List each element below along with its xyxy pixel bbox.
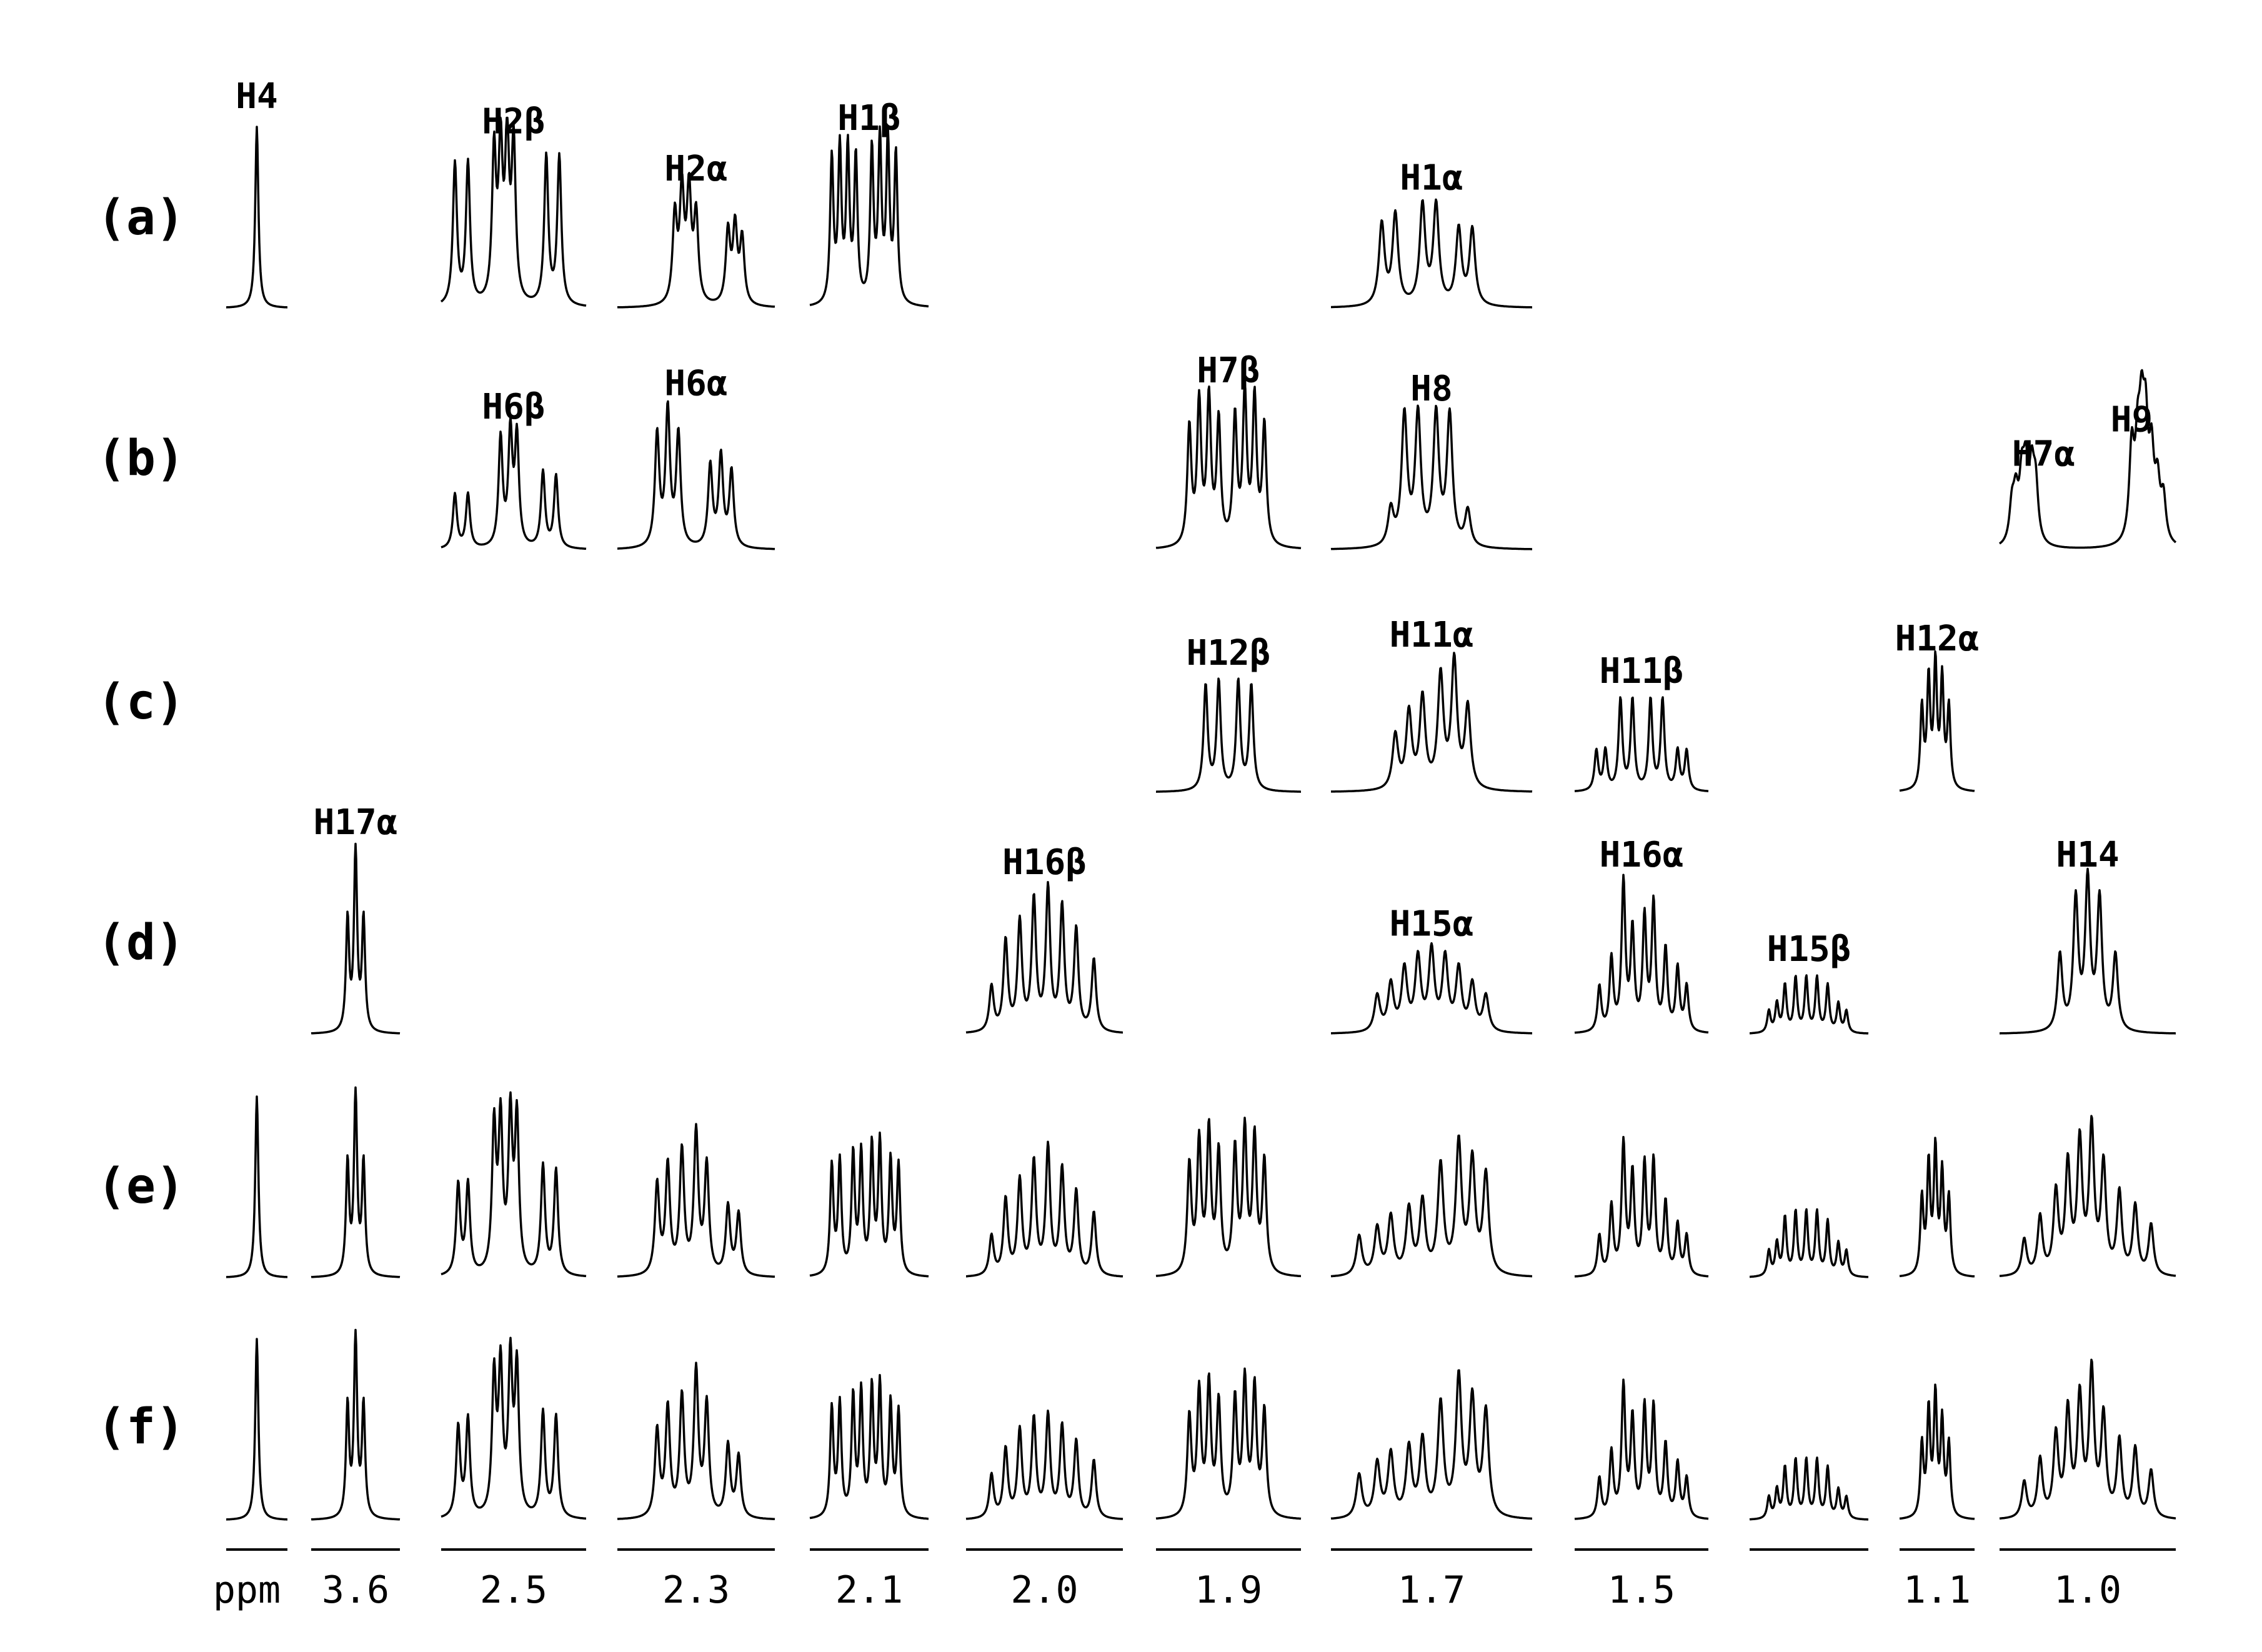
peak-label: H12β — [1187, 633, 1271, 674]
tick-label: 1.9 — [1195, 1568, 1262, 1612]
spectrum-trace — [441, 416, 587, 550]
spectrum-trace — [965, 880, 1124, 1034]
peak-label: H7β — [1197, 351, 1260, 391]
tick-label: 2.3 — [662, 1568, 730, 1612]
peak-label: H11β — [1600, 651, 1684, 692]
tick-label: 3.6 — [322, 1568, 389, 1612]
spectrum-trace — [1899, 1137, 1975, 1278]
spectrum-trace — [1330, 652, 1533, 793]
spectrum-trace — [1749, 974, 1869, 1035]
axis-label-ppm: ppm — [213, 1568, 281, 1612]
spectrum-trace — [1155, 1367, 1302, 1520]
spectrum-trace — [1899, 650, 1975, 792]
spectrum-trace — [226, 126, 288, 309]
spectrum-trace — [1899, 1383, 1975, 1520]
spectrum-trace — [226, 1338, 288, 1521]
spectrum-trace — [311, 1328, 401, 1521]
spectrum-trace — [809, 1374, 929, 1520]
spectrum-trace — [617, 1361, 775, 1521]
peak-label: H6α — [664, 364, 727, 404]
row-label: (d) — [97, 915, 185, 971]
spectrum-trace — [617, 1123, 775, 1278]
spectrum-trace — [1155, 381, 1302, 550]
peak-label: H1β — [837, 98, 900, 139]
spectrum-trace — [1574, 696, 1709, 792]
row-label: (b) — [97, 430, 185, 487]
spectrum-trace — [1155, 1117, 1302, 1278]
peak-label: H15β — [1767, 929, 1851, 970]
peak-labels: H4 H2β H2α H1β H1α H6β H6α H7β H8 H7α H9 H12β H11α H1… — [236, 76, 2153, 970]
spectrum-trace — [226, 1095, 288, 1278]
spectra — [226, 116, 2177, 1521]
tick-label: 2.5 — [480, 1568, 547, 1612]
spectrum-trace — [1749, 1208, 1869, 1278]
row-labels: (a) (b) (c) (d) (e) (f) — [97, 190, 185, 1455]
spectrum-trace — [1330, 1369, 1533, 1520]
spectrum-trace — [809, 125, 929, 308]
spectrum-trace — [1330, 404, 1533, 550]
spectrum-trace — [617, 400, 775, 550]
peak-label: H4 — [236, 76, 277, 117]
spectrum-trace — [617, 172, 775, 309]
spectrum-trace — [1999, 1358, 2176, 1520]
peak-label: H9 — [2111, 400, 2153, 440]
row-label: (f) — [97, 1399, 185, 1455]
peak-label: H17α — [314, 802, 398, 843]
spectrum-trace — [965, 1409, 1124, 1520]
tick-label: 1.5 — [1608, 1568, 1675, 1612]
spectrum-trace — [809, 1132, 929, 1278]
spectrum-trace — [1330, 942, 1533, 1035]
peak-label: H7α — [2012, 434, 2075, 475]
spectrum-trace — [1574, 1378, 1709, 1520]
peak-label: H11α — [1390, 615, 1474, 655]
spectrum-trace — [1998, 369, 2177, 549]
peak-label: H14 — [2056, 835, 2119, 875]
row-label: (c) — [97, 674, 185, 730]
spectrum-trace — [965, 1140, 1124, 1278]
tick-label: 2.0 — [1010, 1568, 1078, 1612]
tick-label: 2.1 — [835, 1568, 903, 1612]
spectrum-trace — [441, 1336, 587, 1520]
spectrum-trace — [311, 842, 401, 1035]
peak-label: H6β — [482, 387, 545, 427]
spectrum-trace — [1999, 867, 2176, 1035]
peak-label: H16α — [1600, 835, 1684, 875]
peak-label: H15α — [1390, 903, 1474, 944]
spectrum-trace — [1574, 873, 1709, 1034]
peak-label: H12α — [1895, 619, 1980, 659]
peak-label: H2β — [482, 102, 545, 142]
spectrum-trace — [1574, 1135, 1709, 1278]
spectrum-trace — [1330, 198, 1533, 309]
spectrum-trace — [440, 116, 587, 307]
spectrum-trace — [1330, 1134, 1533, 1278]
spectrum-trace — [1155, 677, 1302, 793]
peak-label: H8 — [1410, 369, 1452, 409]
peak-label: H1α — [1400, 158, 1463, 199]
spectrum-trace — [311, 1086, 401, 1278]
peak-label: H2α — [664, 149, 727, 189]
spectrum-trace — [1749, 1456, 1869, 1521]
tick-label: 1.0 — [2054, 1568, 2121, 1612]
tick-label: 1.1 — [1903, 1568, 1971, 1612]
peak-label: H16β — [1002, 842, 1087, 883]
tick-label: 1.7 — [1398, 1568, 1465, 1612]
row-label: (a) — [97, 190, 185, 246]
spectrum-trace — [441, 1091, 587, 1278]
row-label: (e) — [97, 1158, 185, 1215]
spectrum-trace — [1999, 1115, 2176, 1277]
ppm-axis: ppm 3.6 2.5 2.3 2.1 2.0 1.9 1.7 1.5 1.1 1.0 — [213, 1548, 2176, 1612]
